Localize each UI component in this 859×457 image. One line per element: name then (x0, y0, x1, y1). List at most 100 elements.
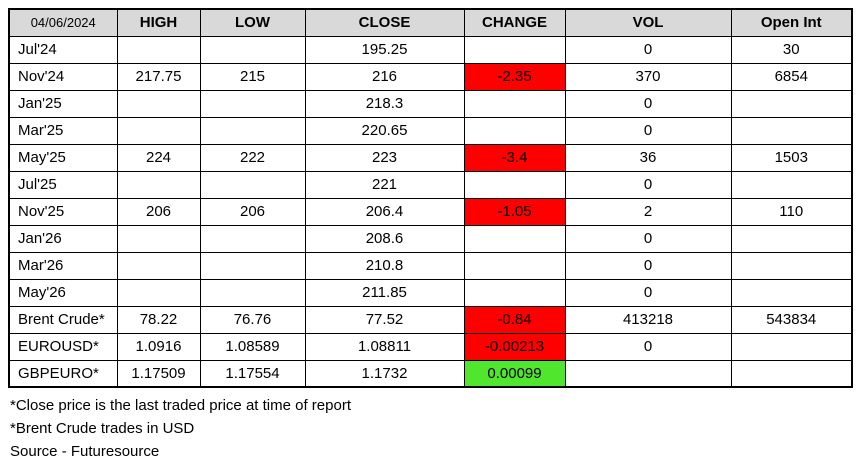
table-row: Brent Crude* 78.22 76.76 77.52 -0.84 413218 54… (8, 305, 853, 334)
vol-cell: 0 (564, 35, 732, 64)
open-int-cell (730, 224, 853, 253)
contract-cell: May'26 (8, 278, 118, 307)
low-cell: 206 (199, 197, 306, 226)
vol-cell: 0 (564, 89, 732, 118)
contract-cell: Nov'25 (8, 197, 118, 226)
close-cell: 1.1732 (304, 359, 465, 388)
table-row: Jan'25 218.3 0 (8, 89, 853, 118)
close-cell: 206.4 (304, 197, 465, 226)
open-int-cell: 6854 (730, 62, 853, 91)
table-row: Jul'25 221 0 (8, 170, 853, 199)
high-cell: 78.22 (116, 305, 201, 334)
report-date: 04/06/2024 (8, 8, 118, 37)
vol-cell: 0 (564, 224, 732, 253)
low-cell: 222 (199, 143, 306, 172)
vol-cell (564, 359, 732, 388)
contract-cell: Jul'25 (8, 170, 118, 199)
low-cell (199, 89, 306, 118)
table-header-row: 04/06/2024 HIGH LOW CLOSE CHANGE VOL Ope… (8, 8, 853, 37)
low-cell (199, 224, 306, 253)
open-int-cell (730, 170, 853, 199)
footnote-source: Source - Futuresource (10, 443, 160, 457)
table-body: Jul'24 195.25 0 30 Nov'24 217.75 215 216 -2.35 37… (8, 35, 853, 388)
high-cell (116, 170, 201, 199)
change-cell (463, 35, 566, 64)
table-row: EUROUSD* 1.0916 1.08589 1.08811 -0.00213 0 (8, 332, 853, 361)
low-cell: 215 (199, 62, 306, 91)
column-header-change: CHANGE (463, 8, 566, 37)
high-cell: 224 (116, 143, 201, 172)
table-row: Jan'26 208.6 0 (8, 224, 853, 253)
table-row: GBPEURO* 1.17509 1.17554 1.1732 0.00099 (8, 359, 853, 388)
high-cell (116, 116, 201, 145)
close-cell: 208.6 (304, 224, 465, 253)
high-cell: 1.17509 (116, 359, 201, 388)
change-cell: -2.35 (463, 62, 566, 91)
low-cell (199, 35, 306, 64)
column-header-close: CLOSE (304, 8, 465, 37)
vol-cell: 2 (564, 197, 732, 226)
column-header-high: HIGH (116, 8, 201, 37)
high-cell: 206 (116, 197, 201, 226)
change-cell: -1.05 (463, 197, 566, 226)
close-cell: 218.3 (304, 89, 465, 118)
low-cell (199, 170, 306, 199)
change-cell (463, 251, 566, 280)
table-row: Jul'24 195.25 0 30 (8, 35, 853, 64)
vol-cell: 0 (564, 332, 732, 361)
high-cell (116, 35, 201, 64)
open-int-cell (730, 251, 853, 280)
close-cell: 210.8 (304, 251, 465, 280)
close-cell: 1.08811 (304, 332, 465, 361)
low-cell: 1.17554 (199, 359, 306, 388)
change-cell (463, 224, 566, 253)
change-cell: -0.00213 (463, 332, 566, 361)
change-cell (463, 170, 566, 199)
vol-cell: 0 (564, 278, 732, 307)
close-cell: 216 (304, 62, 465, 91)
column-header-vol: VOL (564, 8, 732, 37)
low-cell (199, 116, 306, 145)
change-cell: 0.00099 (463, 359, 566, 388)
table-row: May'26 211.85 0 (8, 278, 853, 307)
contract-cell: EUROUSD* (8, 332, 118, 361)
contract-cell: Mar'26 (8, 251, 118, 280)
contract-cell: Jan'26 (8, 224, 118, 253)
vol-cell: 36 (564, 143, 732, 172)
change-cell (463, 116, 566, 145)
high-cell: 1.0916 (116, 332, 201, 361)
contract-cell: Jul'24 (8, 35, 118, 64)
change-cell: -0.84 (463, 305, 566, 334)
column-header-open-int: Open Int (730, 8, 853, 37)
vol-cell: 370 (564, 62, 732, 91)
open-int-cell (730, 278, 853, 307)
open-int-cell: 30 (730, 35, 853, 64)
vol-cell: 0 (564, 170, 732, 199)
contract-cell: GBPEURO* (8, 359, 118, 388)
high-cell (116, 251, 201, 280)
high-cell (116, 278, 201, 307)
futures-price-table: 04/06/2024 HIGH LOW CLOSE CHANGE VOL Ope… (8, 8, 853, 388)
footnote-close-price: *Close price is the last traded price at… (10, 397, 351, 414)
footnotes: *Close price is the last traded price at… (8, 388, 859, 457)
contract-cell: May'25 (8, 143, 118, 172)
open-int-cell: 1503 (730, 143, 853, 172)
open-int-cell (730, 116, 853, 145)
low-cell: 76.76 (199, 305, 306, 334)
close-cell: 195.25 (304, 35, 465, 64)
table-row: May'25 224 222 223 -3.4 36 1503 (8, 143, 853, 172)
vol-cell: 0 (564, 116, 732, 145)
high-cell: 217.75 (116, 62, 201, 91)
low-cell: 1.08589 (199, 332, 306, 361)
change-cell: -3.4 (463, 143, 566, 172)
column-header-low: LOW (199, 8, 306, 37)
close-cell: 77.52 (304, 305, 465, 334)
table-row: Mar'25 220.65 0 (8, 116, 853, 145)
contract-cell: Jan'25 (8, 89, 118, 118)
open-int-cell: 543834 (730, 305, 853, 334)
table-row: Mar'26 210.8 0 (8, 251, 853, 280)
open-int-cell (730, 332, 853, 361)
footnote-brent-usd: *Brent Crude trades in USD (10, 420, 195, 437)
low-cell (199, 278, 306, 307)
